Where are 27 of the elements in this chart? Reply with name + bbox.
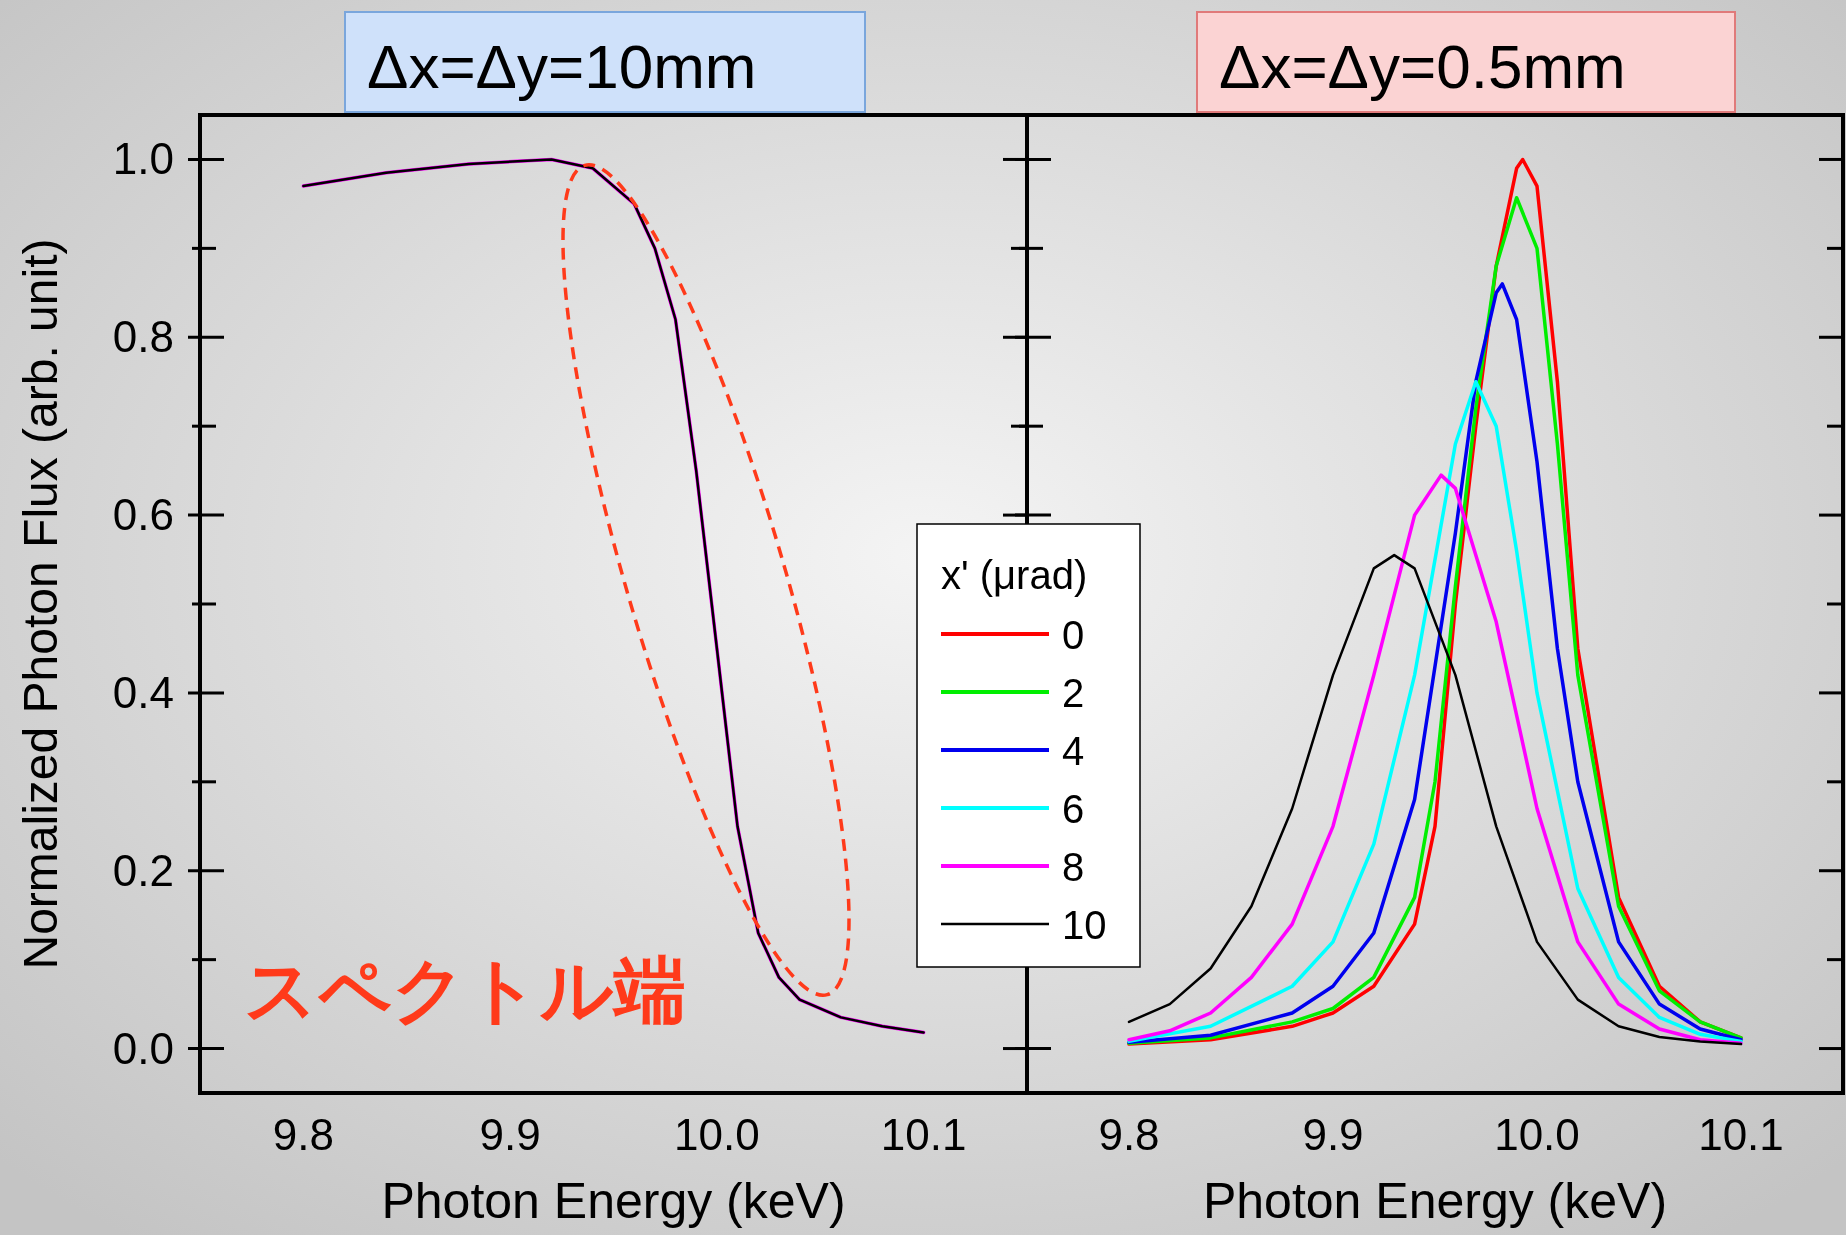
x-tick-label: 9.9 [479,1110,541,1159]
x-tick-label: 9.8 [1098,1110,1160,1159]
legend-label: 4 [1062,729,1085,773]
x-axis-title: Photon Energy (keV) [381,1173,846,1229]
x-tick-label: 10.0 [1494,1110,1580,1159]
annotation: スペクトル端 [244,950,686,1030]
legend-label: 8 [1062,845,1085,889]
legend-label: 10 [1062,903,1107,947]
x-tick-label: 10.0 [674,1110,760,1159]
legend-label: 6 [1062,787,1085,831]
y-tick-label: 0.8 [112,312,174,362]
chart-title: Δx=Δy=0.5mm [1219,32,1626,101]
y-tick-label: 0.2 [112,845,174,895]
chart-title: Δx=Δy=10mm [367,32,757,101]
legend-label: 2 [1062,671,1085,715]
legend-title: x' (μrad) [941,553,1088,597]
y-tick-label: 1.0 [112,134,174,184]
y-tick-label: 0.0 [112,1023,174,1073]
x-tick-label: 10.1 [1698,1110,1784,1159]
y-axis-title: Normalized Photon Flux (arb. unit) [14,238,67,970]
legend-label: 0 [1062,613,1085,657]
x-tick-label: 9.8 [272,1110,334,1159]
x-axis-title: Photon Energy (keV) [1202,1173,1668,1229]
x-tick-label: 10.1 [880,1110,967,1159]
y-tick-label: 0.4 [112,667,174,717]
x-tick-label: 9.9 [1302,1110,1364,1159]
y-tick-label: 0.6 [112,490,174,540]
